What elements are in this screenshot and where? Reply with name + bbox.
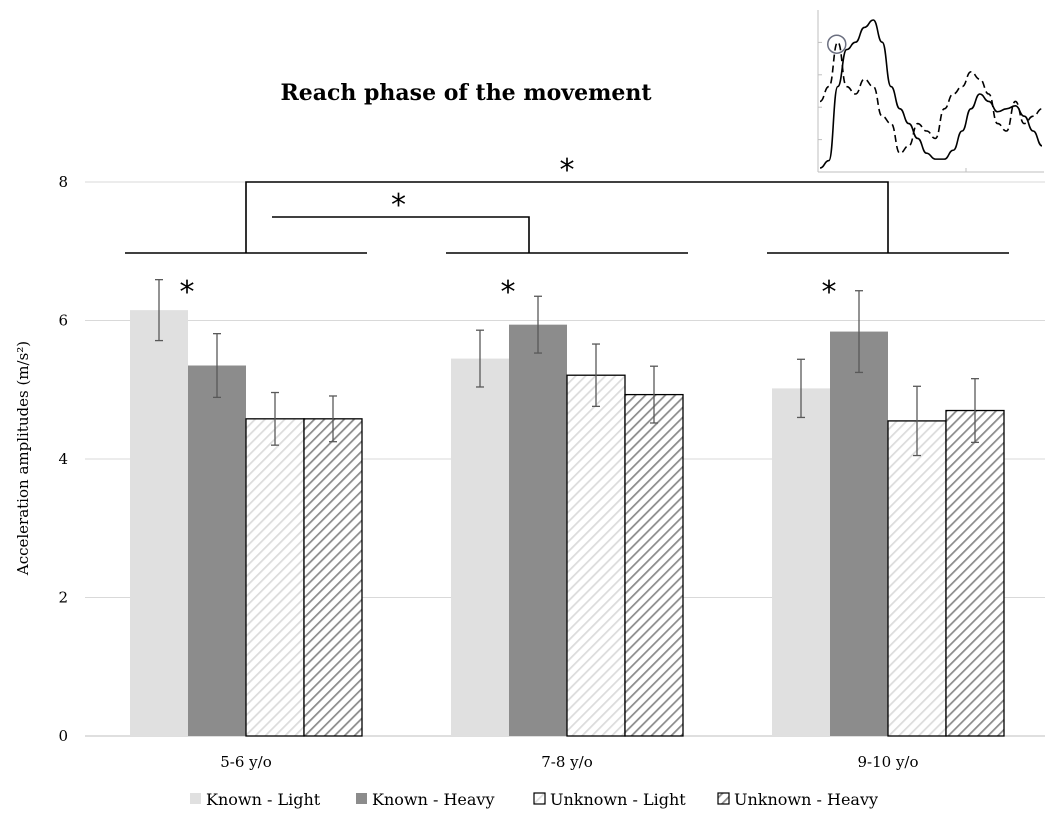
legend-swatch	[190, 793, 201, 804]
y-tick-label: 2	[58, 589, 68, 607]
group-significance-star: *	[501, 275, 516, 310]
y-tick-label: 8	[58, 173, 68, 191]
legend-label: Unknown - Heavy	[734, 790, 878, 809]
y-tick-label: 4	[58, 450, 68, 468]
y-tick-labels: 0 2 4 6 8	[58, 173, 68, 745]
legend: Known - Light Known - Heavy Unknown - Ligh…	[190, 790, 878, 809]
bar	[566, 374, 626, 737]
y-tick-label: 0	[58, 727, 68, 745]
y-tick-label: 6	[58, 312, 68, 330]
error-bars	[155, 278, 979, 457]
bar	[830, 331, 888, 736]
comparison-bracket	[245, 181, 889, 253]
bar	[188, 365, 246, 736]
legend-label: Unknown - Light	[550, 790, 686, 809]
bar	[772, 388, 830, 736]
x-tick-labels: 5-6 y/o 7-8 y/o 9-10 y/o	[220, 753, 918, 771]
comparison-bracket	[272, 216, 530, 253]
legend-label: Known - Light	[206, 790, 321, 809]
bar	[245, 418, 305, 737]
acceleration-trace-inset	[817, 10, 1045, 173]
x-tick-label: 5-6 y/o	[220, 753, 271, 771]
inset-peak-marker	[827, 34, 847, 54]
legend-swatch	[356, 793, 367, 804]
bar	[887, 420, 947, 737]
bar	[509, 324, 567, 736]
bar	[130, 310, 188, 736]
bar	[303, 418, 363, 737]
inset-solid-trace	[819, 19, 1043, 169]
chart-title: Reach phase of the movement	[280, 80, 652, 106]
bars	[130, 310, 1005, 737]
inset-dashed-trace	[819, 41, 1043, 155]
legend-label: Known - Heavy	[372, 790, 495, 809]
group-significance-star: *	[822, 275, 837, 310]
comparison-star: *	[391, 188, 406, 223]
bar	[624, 393, 684, 737]
legend-swatch	[717, 792, 730, 805]
y-axis-label: Acceleration amplitudes (m/s²)	[14, 341, 32, 576]
bar	[945, 409, 1005, 737]
x-tick-label: 9-10 y/o	[857, 753, 918, 771]
comparison-star: *	[560, 153, 575, 188]
significance-markers: * * * * *	[125, 153, 1009, 310]
bar	[451, 358, 509, 736]
inset-background	[817, 10, 1045, 172]
group-significance-star: *	[180, 275, 195, 310]
x-tick-label: 7-8 y/o	[541, 753, 592, 771]
legend-swatch	[533, 792, 546, 805]
